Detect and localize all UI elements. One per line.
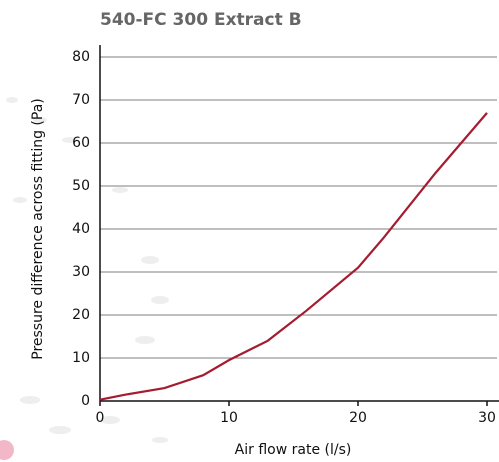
x-tick-label: 0 <box>96 410 105 426</box>
y-tick-label: 70 <box>72 92 90 108</box>
x-axis-label: Air flow rate (l/s) <box>235 442 352 458</box>
x-tick-label: 20 <box>349 410 367 426</box>
chart-title: 540-FC 300 Extract B <box>100 10 302 30</box>
y-axis-label: Pressure difference across fitting (Pa) <box>30 98 46 360</box>
decor-dot <box>0 440 14 460</box>
x-tick-label: 10 <box>220 410 238 426</box>
y-tick-label: 60 <box>72 135 90 151</box>
background-dots <box>6 97 169 443</box>
y-tick-label: 80 <box>72 49 90 65</box>
y-tick-label: 10 <box>72 350 90 366</box>
y-tick-label: 30 <box>72 264 90 280</box>
y-tick-label: 50 <box>72 178 90 194</box>
y-tick-label: 40 <box>72 221 90 237</box>
data-line <box>99 112 488 401</box>
y-tick-label: 20 <box>72 307 90 323</box>
x-tick-label: 30 <box>478 410 496 426</box>
y-tick-label: 0 <box>81 393 90 409</box>
